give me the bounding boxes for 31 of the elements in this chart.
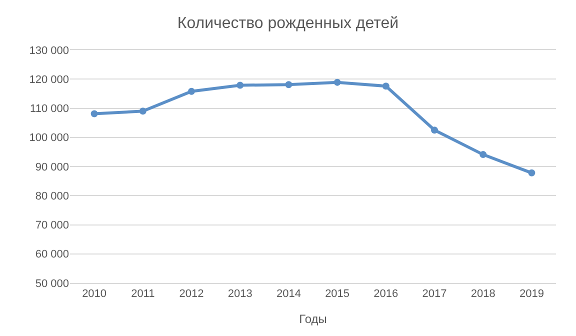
x-tick-label: 2012 — [179, 288, 204, 300]
point — [528, 169, 536, 176]
x-tick-label: 2018 — [470, 288, 496, 300]
point — [480, 151, 487, 158]
x-tick-label: 2014 — [276, 288, 301, 300]
chart-title: Количество рожденных детей — [177, 15, 399, 32]
y-tick-label: 80 000 — [35, 190, 69, 202]
x-tick-label: 2013 — [228, 288, 252, 300]
point — [90, 110, 98, 118]
point — [188, 88, 195, 95]
x-tick-label: 2017 — [422, 288, 447, 300]
point — [236, 82, 244, 89]
y-tick-label: 120 000 — [29, 74, 69, 86]
point — [431, 126, 438, 134]
point — [285, 81, 292, 88]
x-tick-label: 2015 — [325, 288, 350, 300]
y-tick-label: 90 000 — [35, 161, 69, 174]
x-tick-label: 2010 — [82, 288, 107, 300]
x-tick-label: 2016 — [374, 288, 398, 300]
y-tick-label: 60 000 — [35, 248, 69, 261]
point — [334, 78, 341, 86]
y-tick-label: 70 000 — [35, 220, 69, 232]
point — [382, 82, 390, 90]
y-tick-label: 130 000 — [29, 44, 69, 57]
x-tick-label: 2011 — [131, 288, 155, 300]
x-tick-label: 2019 — [519, 288, 544, 300]
x-axis-title: Годы — [299, 312, 327, 326]
point — [139, 108, 146, 115]
y-tick-label: 110 000 — [30, 103, 69, 116]
y-tick-label: 100 000 — [29, 132, 69, 144]
y-tick-label: 50 000 — [35, 278, 69, 290]
